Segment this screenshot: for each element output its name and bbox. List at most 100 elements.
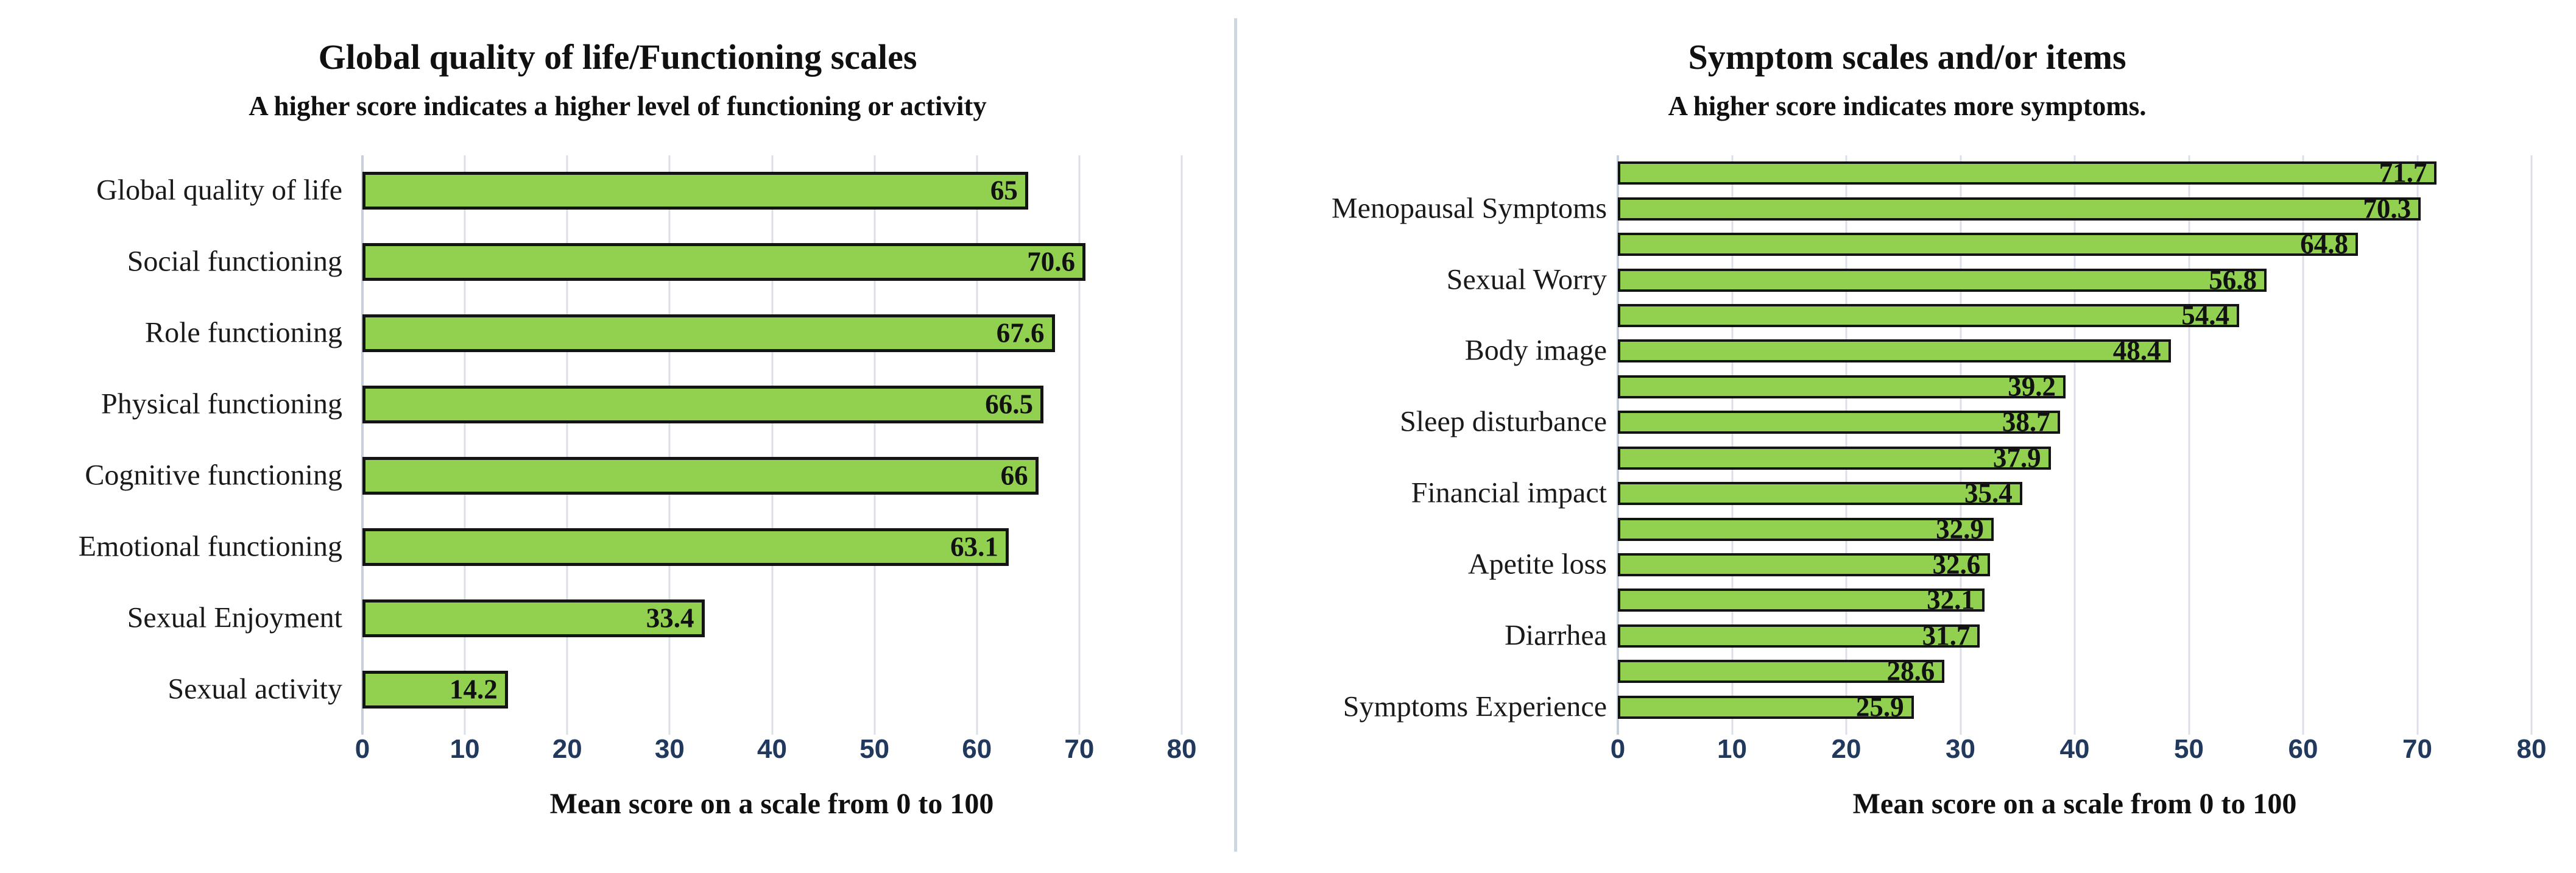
bar: 70.6 — [362, 243, 1085, 281]
gridline — [976, 155, 978, 735]
bar: 32.1 — [1618, 584, 1985, 615]
gridline — [2073, 155, 2076, 735]
category-label: Sleep disturbance — [1400, 405, 1607, 438]
category-label: Role functioning — [145, 316, 342, 349]
value-label: 48.4 — [2112, 335, 2161, 366]
bar: 66 — [362, 456, 1039, 495]
value-label: 32.1 — [1927, 584, 1975, 615]
gridline — [1845, 155, 1847, 735]
value-label: 67.6 — [996, 317, 1045, 348]
gridline — [2188, 155, 2190, 735]
x-tick-label: 10 — [450, 734, 480, 764]
bar: 28.6 — [1618, 656, 1945, 687]
value-label: 63.1 — [950, 531, 998, 562]
bar: 25.9 — [1618, 691, 1914, 723]
bar: 65 — [362, 172, 1028, 210]
value-label: 54.4 — [2181, 300, 2229, 331]
bar: 37.9 — [1618, 442, 2051, 473]
value-label: 28.6 — [1886, 656, 1935, 687]
symptom-scales-chart: Symptom scales and/or items A higher sco… — [1238, 0, 2576, 873]
bar: 71.7 — [1618, 157, 2437, 188]
bar: 54.4 — [1618, 300, 2239, 331]
category-label: Body image — [1464, 334, 1607, 367]
chart-title: Symptom scales and/or items — [1688, 37, 2126, 77]
x-tick-label: 10 — [1717, 734, 1747, 764]
bar: 14.2 — [362, 670, 508, 709]
bar: 39.2 — [1618, 371, 2066, 402]
category-label: Apetite loss — [1468, 548, 1607, 581]
gridline — [771, 155, 773, 735]
x-tick-label: 30 — [1946, 734, 1975, 764]
category-label: Financial impact — [1411, 476, 1607, 509]
chart-title: Global quality of life/Functioning scale… — [318, 37, 917, 77]
functioning-scales-chart: Global quality of life/Functioning scale… — [0, 0, 1235, 873]
value-label: 31.7 — [1922, 620, 1971, 651]
x-axis-title: Mean score on a scale from 0 to 100 — [1852, 788, 2297, 820]
bar: 48.4 — [1618, 335, 2171, 366]
gridline — [873, 155, 876, 735]
bar: 31.7 — [1618, 620, 1980, 651]
category-label: Sexual Enjoyment — [127, 601, 342, 634]
category-label: Menopausal Symptoms — [1332, 192, 1607, 225]
bar: 32.9 — [1618, 514, 1994, 545]
value-label: 38.7 — [2002, 406, 2050, 437]
category-label: Cognitive functioning — [85, 459, 342, 492]
value-label: 64.8 — [2300, 228, 2348, 260]
category-label: Global quality of life — [96, 174, 342, 207]
x-tick-label: 40 — [757, 734, 787, 764]
value-label: 70.6 — [1027, 246, 1075, 277]
value-label: 14.2 — [449, 674, 498, 705]
bar: 33.4 — [362, 599, 705, 637]
plot-area: 65 70.6 67.6 66.5 66 63.1 33.4 14.2 — [361, 155, 1183, 735]
category-label: Physical functioning — [101, 387, 342, 420]
value-label: 70.3 — [2363, 193, 2412, 224]
category-label: Symptoms Experience — [1343, 690, 1607, 723]
gridline — [1078, 155, 1081, 735]
bar: 35.4 — [1618, 478, 2022, 509]
chart-subtitle: A higher score indicates more symptoms. — [1668, 91, 2147, 121]
x-tick-label: 60 — [2288, 734, 2318, 764]
value-label: 32.9 — [1936, 514, 1984, 545]
x-tick-label: 70 — [1064, 734, 1095, 764]
gridline — [1731, 155, 1733, 735]
x-tick-label: 40 — [2059, 734, 2090, 764]
category-label: Social functioning — [127, 245, 342, 278]
category-label: Diarrhea — [1505, 619, 1607, 652]
x-tick-label: 0 — [1610, 734, 1626, 764]
x-axis-title: Mean score on a scale from 0 to 100 — [549, 788, 994, 820]
x-tick-label: 50 — [859, 734, 890, 764]
value-label: 56.8 — [2209, 264, 2257, 295]
bar: 56.8 — [1618, 264, 2267, 295]
x-tick-label: 60 — [962, 734, 992, 764]
value-label: 66.5 — [985, 389, 1034, 420]
bar: 38.7 — [1618, 406, 2060, 437]
category-label: Sexual activity — [168, 673, 342, 705]
gridline — [2416, 155, 2418, 735]
value-label: 35.4 — [1964, 478, 2013, 509]
bar: 64.8 — [1618, 228, 2358, 260]
x-tick-label: 20 — [1831, 734, 1861, 764]
x-tick-label: 30 — [654, 734, 685, 764]
gridline — [2530, 155, 2533, 735]
value-label: 65 — [990, 175, 1018, 206]
value-label: 71.7 — [2379, 157, 2427, 188]
value-label: 39.2 — [2008, 371, 2056, 402]
gridline — [1960, 155, 1961, 735]
gridline — [1617, 155, 1619, 735]
x-tick-label: 80 — [2516, 734, 2547, 764]
x-tick-label: 80 — [1166, 734, 1197, 764]
value-label: 25.9 — [1855, 691, 1904, 723]
gridline — [668, 155, 671, 735]
value-label: 33.4 — [646, 603, 694, 634]
value-label: 37.9 — [1992, 442, 2041, 473]
panel-divider — [1234, 18, 1237, 852]
bar: 32.6 — [1618, 551, 1991, 578]
gridline — [566, 155, 568, 735]
x-tick-label: 50 — [2174, 734, 2204, 764]
gridline — [464, 155, 466, 735]
category-label: Emotional functioning — [78, 530, 342, 563]
bar: 66.5 — [362, 386, 1044, 424]
gridline — [1180, 155, 1183, 735]
value-label: 66 — [1000, 460, 1028, 491]
